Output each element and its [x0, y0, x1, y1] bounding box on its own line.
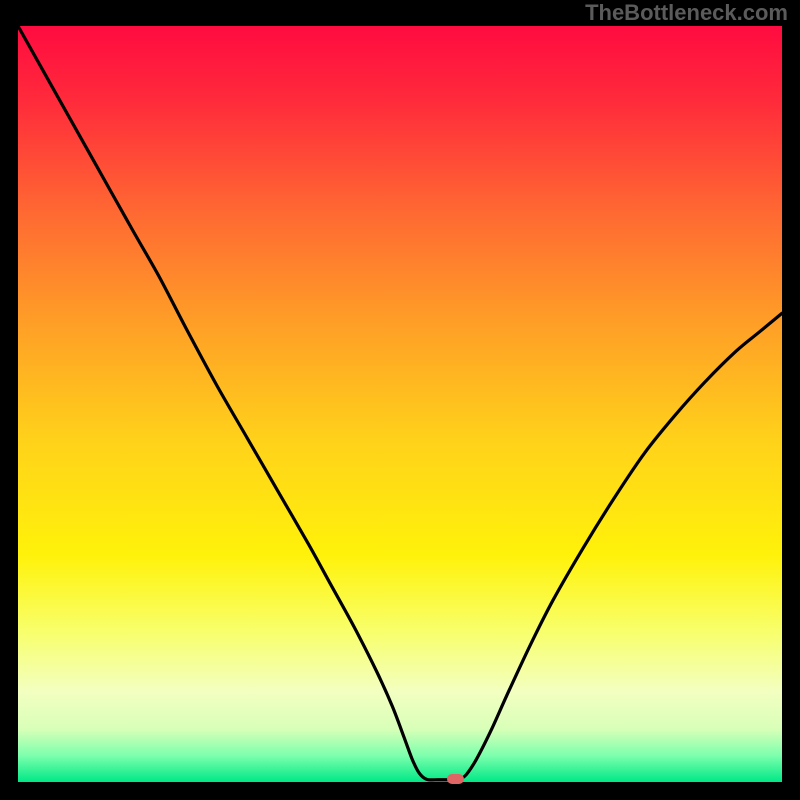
watermark-text: TheBottleneck.com	[585, 0, 788, 26]
chart-plot-area	[18, 26, 782, 782]
chart-min-marker	[447, 774, 464, 785]
chart-line-curve	[18, 26, 782, 782]
